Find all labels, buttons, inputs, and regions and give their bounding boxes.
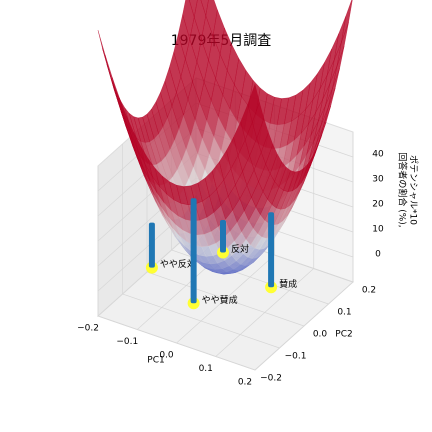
surface-patch (97, 30, 110, 74)
bar (190, 198, 197, 304)
x-tick-label: −0.2 (77, 324, 99, 334)
surface-patch (247, 83, 260, 123)
z-tick-label: 20 (372, 200, 384, 210)
data-label: やや賛成 (202, 294, 238, 306)
z-tick-label: 10 (372, 225, 384, 235)
surface-patch (341, 0, 353, 43)
y-tick-label: 0.2 (362, 286, 376, 296)
y-tick-label: 0.0 (313, 330, 328, 340)
z-tick-label: 30 (372, 175, 384, 185)
bar (268, 212, 275, 288)
z-axis-label: 回答者の割合 (%), (397, 152, 409, 227)
z-tick-label: 40 (372, 150, 384, 160)
y-tick-label: −0.1 (285, 352, 307, 362)
data-label: 反対 (231, 243, 249, 255)
y-tick-label: −0.2 (260, 374, 282, 384)
x-tick-label: 0.1 (199, 364, 213, 374)
bar (220, 220, 226, 253)
bar (148, 222, 155, 268)
x-tick-label: −0.1 (116, 337, 138, 347)
z-tick-label: 0 (375, 250, 381, 260)
surface-patch (112, 77, 125, 117)
x-axis-label: PC1 (147, 356, 164, 366)
data-label: やや反対 (160, 258, 196, 270)
y-axis-label: PC2 (335, 330, 352, 340)
y-tick-label: 0.1 (337, 308, 351, 318)
data-label: 賛成 (279, 278, 297, 290)
z-axis-label: ポテンシャル*10 (408, 155, 419, 225)
surface-patch (104, 54, 117, 96)
x-tick-label: 0.2 (238, 378, 252, 388)
x-tick-label: 0.0 (159, 351, 174, 361)
